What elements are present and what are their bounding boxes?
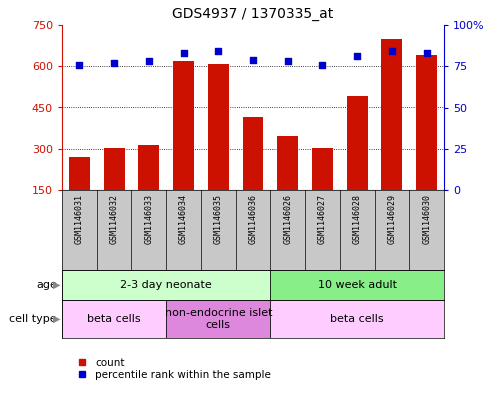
Bar	[382, 39, 402, 190]
Point	[110, 60, 118, 66]
Text: GSM1146027: GSM1146027	[318, 194, 327, 244]
Point	[353, 53, 361, 59]
Text: ▶: ▶	[53, 314, 60, 324]
Text: GSM1146030: GSM1146030	[422, 194, 431, 244]
Text: beta cells: beta cells	[330, 314, 384, 324]
Bar	[138, 145, 159, 190]
Bar	[62, 270, 270, 300]
Point	[388, 48, 396, 55]
Point	[75, 61, 83, 68]
Text: 10 week adult: 10 week adult	[318, 280, 397, 290]
Point	[180, 50, 188, 56]
Text: GSM1146029: GSM1146029	[387, 194, 396, 244]
Bar	[166, 300, 270, 338]
Bar	[208, 64, 229, 190]
Bar	[270, 270, 444, 300]
Text: 2-3 day neonate: 2-3 day neonate	[120, 280, 212, 290]
Point	[284, 58, 292, 64]
Bar	[173, 61, 194, 190]
Text: GSM1146036: GSM1146036	[249, 194, 257, 244]
Legend: count, percentile rank within the sample: count, percentile rank within the sample	[67, 353, 275, 384]
Bar	[270, 300, 444, 338]
Point	[249, 57, 257, 63]
Bar	[243, 117, 263, 190]
Text: GSM1146033: GSM1146033	[144, 194, 153, 244]
Bar	[277, 136, 298, 190]
Bar	[347, 97, 368, 190]
Point	[318, 61, 326, 68]
Bar	[312, 148, 333, 190]
Bar	[62, 300, 166, 338]
Bar	[416, 55, 437, 190]
Text: GSM1146031: GSM1146031	[75, 194, 84, 244]
Bar	[69, 157, 90, 190]
Point	[423, 50, 431, 56]
Bar	[104, 148, 125, 190]
Text: cell type: cell type	[9, 314, 57, 324]
Text: GSM1146028: GSM1146028	[353, 194, 362, 244]
Text: GSM1146035: GSM1146035	[214, 194, 223, 244]
Text: GSM1146032: GSM1146032	[110, 194, 119, 244]
Point	[145, 58, 153, 64]
Point	[214, 48, 222, 55]
Text: GSM1146026: GSM1146026	[283, 194, 292, 244]
Title: GDS4937 / 1370335_at: GDS4937 / 1370335_at	[172, 7, 334, 21]
Text: non-endocrine islet
cells: non-endocrine islet cells	[165, 308, 272, 330]
Text: ▶: ▶	[53, 280, 60, 290]
Text: age: age	[36, 280, 57, 290]
Text: GSM1146034: GSM1146034	[179, 194, 188, 244]
Text: beta cells: beta cells	[87, 314, 141, 324]
